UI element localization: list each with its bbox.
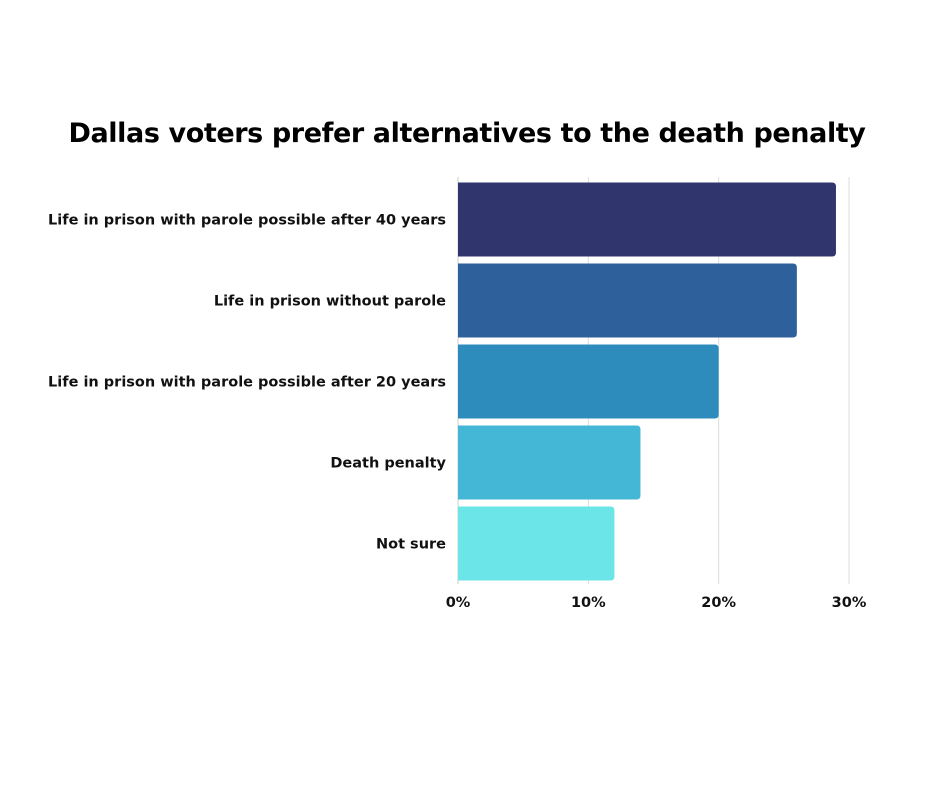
category-label: Death penalty [330,456,446,472]
chart-title: Dallas voters prefer alternatives to the… [68,118,866,149]
bars [458,182,836,581]
x-tick-label: 10% [571,595,606,611]
x-tick-label: 30% [832,595,867,611]
bar [458,425,641,500]
category-labels: Life in prison with parole possible afte… [48,213,446,553]
category-label: Life in prison with parole possible afte… [48,375,446,391]
category-label: Life in prison with parole possible afte… [48,213,446,229]
x-tick-label: 0% [446,595,471,611]
bar [458,506,615,581]
x-axis-tick-labels: 0% 10% 20% 30% [446,595,867,611]
x-tick-label: 20% [701,595,736,611]
bar [458,344,719,419]
bar [458,263,797,338]
category-label: Life in prison without parole [214,294,446,310]
bar [458,182,836,257]
category-label: Not sure [376,537,446,553]
